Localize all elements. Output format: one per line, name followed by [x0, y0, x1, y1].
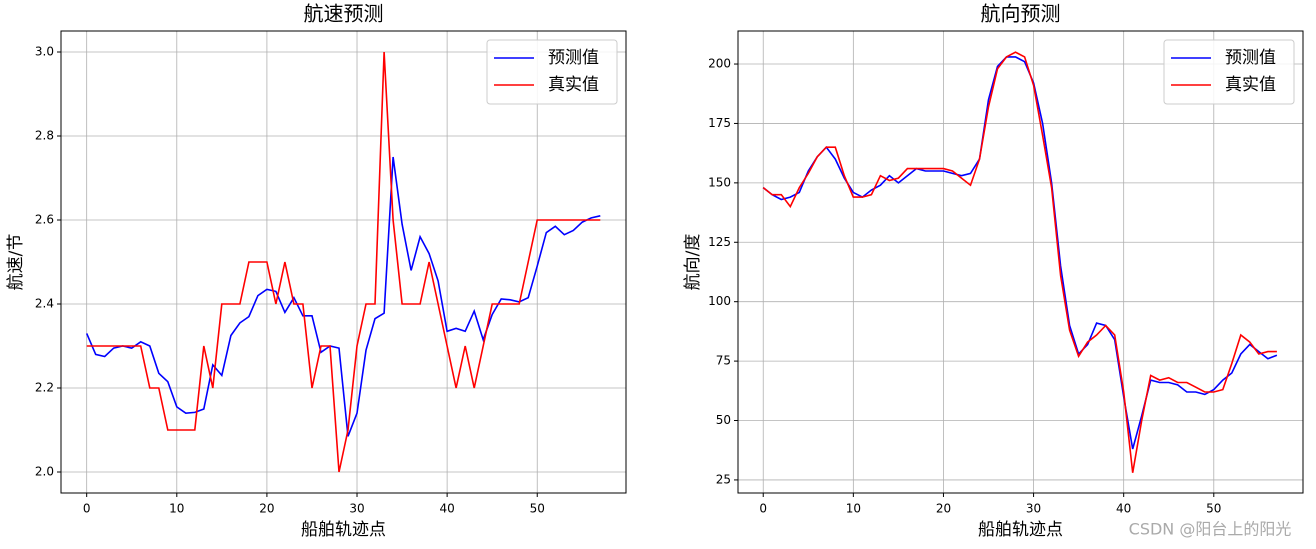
x-tick-label: 40 [439, 502, 454, 516]
plot-frame [60, 30, 627, 494]
series-line [762, 51, 1277, 473]
y-tick-label: 2.6 [35, 213, 54, 227]
y-axis-label: 航速/节 [6, 234, 26, 291]
x-tick-label: 30 [1026, 502, 1041, 516]
y-tick-label: 3.0 [35, 45, 54, 59]
y-tick-label: 2.0 [35, 465, 54, 479]
x-tick-label: 10 [846, 502, 861, 516]
x-axis-label: 船舶轨迹点 [301, 520, 386, 540]
x-tick-label: 20 [259, 502, 274, 516]
y-tick-label: 100 [708, 294, 731, 308]
x-tick-label: 10 [169, 502, 184, 516]
y-tick-label: 200 [708, 57, 731, 71]
y-tick-label: 50 [716, 413, 731, 427]
y-tick-label: 125 [708, 235, 731, 249]
plot-frame [737, 30, 1304, 494]
watermark: CSDN @阳台上的阳光 [1129, 520, 1292, 539]
legend-label: 真实值 [548, 75, 599, 95]
legend-label: 预测值 [548, 48, 599, 68]
legend-box [1163, 39, 1295, 105]
x-tick-label: 50 [1206, 502, 1221, 516]
y-tick-label: 150 [708, 175, 731, 189]
y-tick-label: 2.2 [35, 381, 54, 395]
legend-box [486, 39, 618, 105]
chart-title: 航向预测 [981, 2, 1061, 26]
y-tick-label: 2.8 [35, 129, 54, 143]
legend-label: 真实值 [1225, 75, 1276, 95]
x-tick-label: 50 [530, 502, 545, 516]
y-axis-label: 航向/度 [683, 234, 703, 291]
x-tick-label: 30 [349, 502, 364, 516]
x-tick-label: 0 [83, 502, 91, 516]
x-tick-label: 40 [1116, 502, 1131, 516]
series-line [86, 51, 601, 473]
series-line [85, 156, 601, 437]
y-tick-label: 75 [716, 354, 731, 368]
legend-label: 预测值 [1225, 48, 1276, 68]
y-tick-label: 25 [716, 472, 731, 486]
chart-title: 航速预测 [304, 2, 384, 26]
x-axis-label: 船舶轨迹点 [978, 520, 1063, 540]
y-tick-label: 2.4 [35, 297, 54, 311]
x-tick-label: 0 [759, 502, 767, 516]
x-tick-label: 20 [936, 502, 951, 516]
y-tick-label: 175 [708, 116, 731, 130]
